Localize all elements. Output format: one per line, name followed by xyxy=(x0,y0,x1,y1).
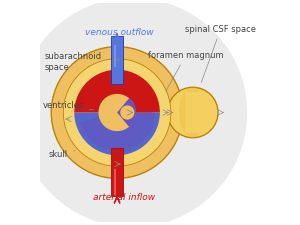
Text: subarachnoid
space: subarachnoid space xyxy=(45,52,102,78)
Bar xyxy=(111,36,123,84)
Wedge shape xyxy=(74,112,160,155)
Bar xyxy=(114,169,116,196)
Circle shape xyxy=(53,34,211,191)
Circle shape xyxy=(18,0,247,225)
Text: arterial inflow: arterial inflow xyxy=(93,194,155,202)
Circle shape xyxy=(168,87,218,138)
Bar xyxy=(111,148,123,196)
Text: spinal CSF space: spinal CSF space xyxy=(185,25,256,82)
Polygon shape xyxy=(179,87,201,138)
Circle shape xyxy=(98,94,136,131)
Text: venous outflow: venous outflow xyxy=(85,28,154,37)
Circle shape xyxy=(120,105,134,120)
Circle shape xyxy=(63,59,171,166)
Wedge shape xyxy=(117,98,136,127)
Text: skull: skull xyxy=(49,150,75,159)
Circle shape xyxy=(51,47,183,178)
Wedge shape xyxy=(117,77,152,112)
Circle shape xyxy=(36,16,229,209)
Wedge shape xyxy=(80,112,156,151)
Text: ventricles: ventricles xyxy=(43,101,94,110)
Bar xyxy=(163,104,168,121)
Wedge shape xyxy=(74,70,160,112)
Text: foramen magnum: foramen magnum xyxy=(148,51,224,91)
Bar xyxy=(114,45,116,67)
